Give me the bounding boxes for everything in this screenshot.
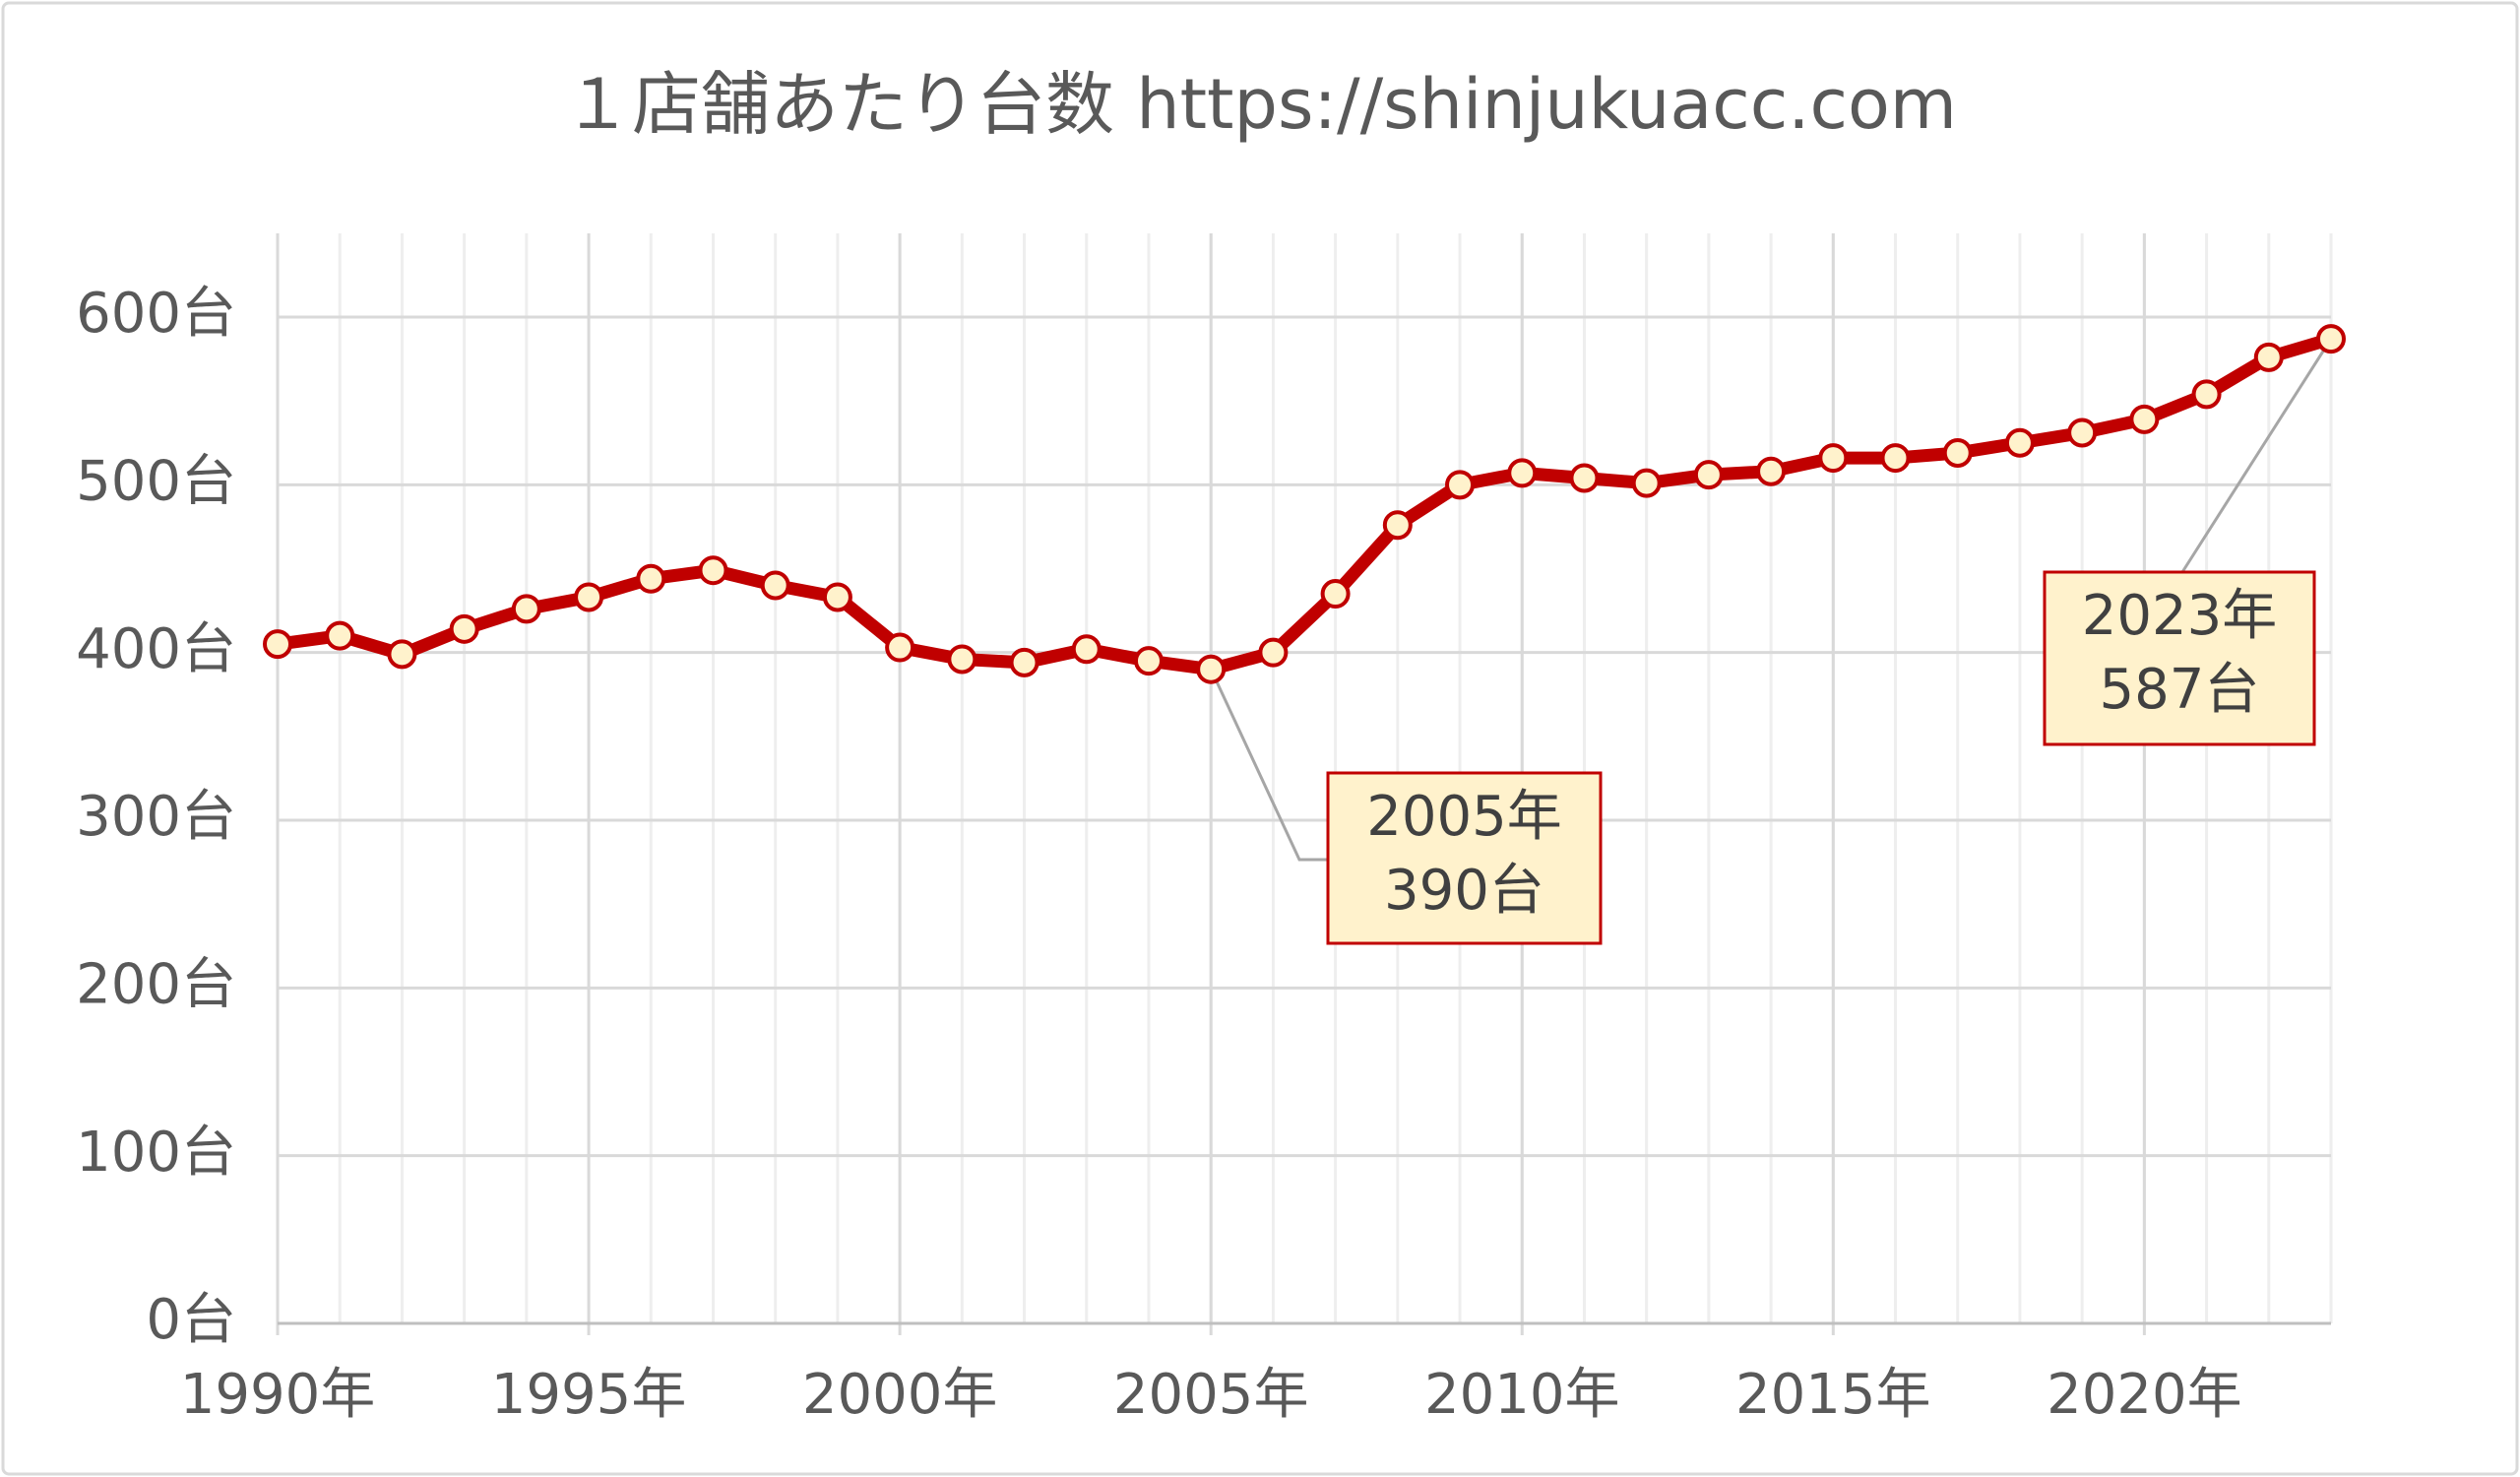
marker — [822, 582, 852, 612]
marker — [1382, 510, 1413, 541]
marker — [947, 644, 977, 674]
marker — [511, 594, 541, 624]
marker — [1942, 437, 1973, 468]
x-tick-label: 1995年 — [491, 1363, 687, 1427]
marker — [1569, 463, 1600, 493]
marker — [636, 563, 666, 594]
y-tick-label: 600台 — [76, 282, 236, 346]
annotation-leader — [2180, 338, 2333, 573]
annotation-text: 2005年 — [1366, 785, 1562, 849]
y-tick-label: 300台 — [76, 785, 236, 849]
marker — [1507, 458, 1538, 488]
x-tick-label: 2020年 — [2047, 1363, 2242, 1427]
marker — [2004, 427, 2035, 458]
marker — [885, 632, 915, 663]
marker — [387, 639, 417, 670]
marker — [698, 555, 728, 586]
y-tick-label: 500台 — [76, 449, 236, 513]
marker — [1880, 443, 1911, 474]
x-tick-label: 2005年 — [1113, 1363, 1309, 1427]
x-tick-label: 2000年 — [802, 1363, 998, 1427]
y-tick-label: 400台 — [76, 617, 236, 681]
marker — [1320, 579, 1351, 610]
annotation-text: 587台 — [2100, 658, 2260, 722]
annotation-text: 2023年 — [2082, 584, 2278, 648]
marker — [325, 620, 355, 651]
x-tick-label: 2010年 — [1424, 1363, 1620, 1427]
marker — [2067, 417, 2098, 448]
annotation-text: 390台 — [1384, 859, 1544, 923]
y-tick-label: 0台 — [146, 1288, 236, 1352]
marker — [1196, 654, 1227, 684]
marker — [574, 582, 604, 612]
marker — [1009, 647, 1040, 677]
x-tick-label: 1990年 — [180, 1363, 376, 1427]
annotation-box — [1326, 771, 1603, 945]
y-tick-label: 100台 — [76, 1121, 236, 1185]
marker — [1631, 468, 1662, 498]
line — [277, 332, 2333, 676]
marker — [2191, 379, 2222, 410]
marker — [2129, 404, 2160, 434]
marker — [1071, 634, 1102, 665]
annotation-box — [2043, 570, 2316, 746]
marker — [2253, 342, 2284, 372]
marker — [1445, 470, 1476, 500]
annotation-leader — [1209, 669, 1328, 862]
marker — [760, 570, 790, 601]
marker — [263, 629, 292, 660]
marker — [1756, 456, 1787, 486]
marker — [1818, 443, 1849, 474]
chart-title: １店舗あたり台数 https://shinjukuacc.com — [563, 64, 1957, 145]
marker — [1133, 646, 1164, 676]
marker — [1693, 460, 1724, 490]
marker — [1258, 637, 1289, 668]
marker — [2316, 324, 2346, 354]
y-tick-label: 200台 — [76, 952, 236, 1016]
marker — [449, 613, 479, 644]
x-tick-label: 2015年 — [1735, 1363, 1931, 1427]
